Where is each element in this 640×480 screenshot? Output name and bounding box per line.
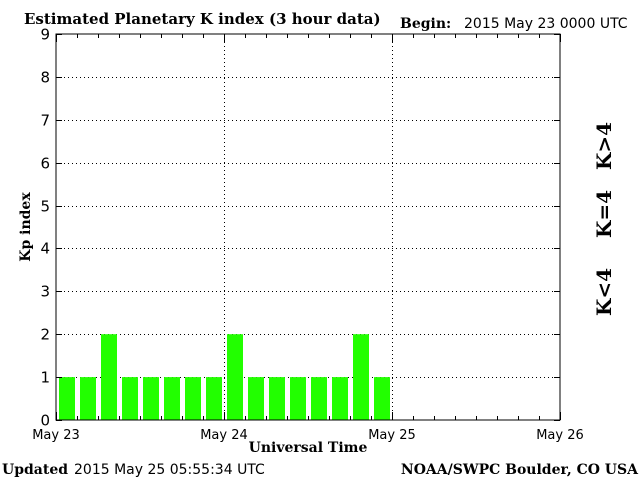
kp-bar <box>206 377 222 420</box>
x-tick-label: May 23 <box>32 428 80 443</box>
plot-area: 0 1 2 3 4 5 6 7 8 9 May 23 May 24 May 25 May 26 <box>32 26 584 444</box>
kp-bar <box>374 377 390 420</box>
legend-k-equal-4: K=4 <box>592 190 616 238</box>
begin-label: Begin: <box>400 16 451 32</box>
kp-bar <box>164 377 180 420</box>
chart-title: Estimated Planetary K index (3 hour data… <box>24 10 381 28</box>
kp-bar <box>353 334 369 420</box>
y-tick-label: 0 <box>40 412 50 430</box>
kp-bar <box>332 377 348 420</box>
kp-bar <box>269 377 285 420</box>
kp-bar <box>80 377 96 420</box>
y-axis-ticks: 0 1 2 3 4 5 6 7 8 9 <box>40 26 560 430</box>
x-tick-label: May 24 <box>200 428 248 443</box>
kp-bar <box>311 377 327 420</box>
y-tick-label: 7 <box>40 112 50 130</box>
kp-bar <box>143 377 159 420</box>
kp-bar <box>185 377 201 420</box>
source-credit: NOAA/SWPC Boulder, CO USA <box>401 462 639 478</box>
kp-bar <box>227 334 243 420</box>
y-tick-label: 2 <box>40 326 50 344</box>
legend-k-greater-4: K>4 <box>592 122 616 170</box>
x-axis-label: Universal Time <box>249 440 368 456</box>
gridlines <box>56 34 560 420</box>
kp-bar <box>101 334 117 420</box>
kp-bar <box>248 377 264 420</box>
legend-k-less-4: K<4 <box>592 268 616 316</box>
x-tick-label: May 26 <box>536 428 584 443</box>
begin-value: 2015 May 23 0000 UTC <box>464 16 628 32</box>
kp-bar <box>59 377 75 420</box>
x-axis-ticks: May 23 May 24 May 25 May 26 <box>32 34 584 443</box>
kp-bar <box>122 377 138 420</box>
plot-background <box>56 34 560 420</box>
bars <box>59 334 390 420</box>
y-tick-label: 4 <box>40 240 50 258</box>
y-axis-label: Kp index <box>18 192 34 262</box>
y-tick-label: 3 <box>40 283 50 301</box>
updated-label: Updated <box>2 462 68 478</box>
kp-bar <box>290 377 306 420</box>
x-tick-label: May 25 <box>368 428 416 443</box>
y-tick-label: 6 <box>40 155 50 173</box>
y-tick-label: 5 <box>40 198 50 216</box>
y-tick-label: 1 <box>40 369 50 387</box>
y-tick-label: 8 <box>40 69 50 87</box>
updated-value: 2015 May 25 05:55:34 UTC <box>74 462 265 478</box>
y-tick-label: 9 <box>40 26 50 44</box>
